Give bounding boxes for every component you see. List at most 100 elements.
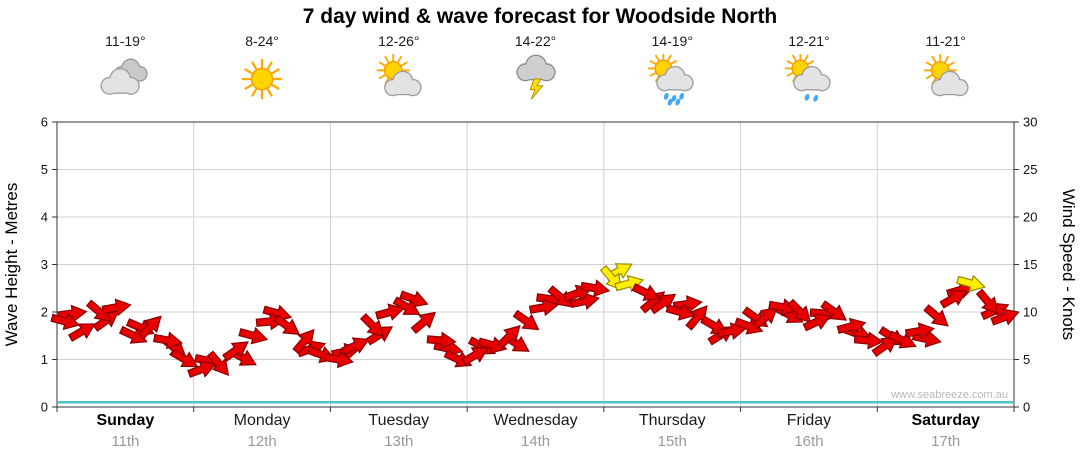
day-temp-range: 14-22°: [514, 33, 557, 49]
weather-icon-box: [467, 54, 604, 106]
wind-arrow: [118, 325, 148, 344]
svg-text:0: 0: [1023, 400, 1030, 415]
day-name: Monday: [233, 412, 291, 429]
wind-arrow: [836, 317, 867, 336]
wind-arrow: [787, 298, 812, 323]
wind-arrow-series: [50, 263, 1020, 378]
wind-arrow: [341, 337, 370, 356]
day-label-column: Saturday 17th: [877, 412, 1014, 450]
wind-arrow: [768, 298, 799, 317]
wind-arrow: [477, 336, 508, 354]
wind-arrow: [871, 336, 899, 358]
day-name: Sunday: [96, 412, 155, 429]
wind-arrow: [206, 350, 230, 376]
day-labels-row: Sunday 11th Monday 12th Tuesday 13th Wednesday…: [57, 412, 1014, 450]
right-axis-title: Wind Speed - Knots: [1059, 189, 1078, 340]
svg-text:4: 4: [41, 210, 48, 225]
wind-arrow: [752, 307, 778, 330]
svg-text:5: 5: [41, 162, 48, 177]
wind-arrow: [67, 323, 96, 342]
day-date: 14th: [520, 433, 551, 450]
svg-text:20: 20: [1023, 210, 1037, 225]
wind-arrow: [685, 305, 708, 331]
wind-arrow: [153, 331, 184, 350]
wind-arrow: [375, 303, 405, 321]
day-label-column: Wednesday 14th: [467, 412, 604, 450]
wind-arrow: [50, 312, 81, 331]
wind-arrow: [273, 314, 301, 336]
wind-arrow: [733, 317, 764, 335]
weather-icon-box: [57, 54, 194, 106]
day-temp-range: 11-19°: [105, 33, 146, 49]
day-temp-range: 8-24°: [245, 33, 279, 49]
svg-text:6: 6: [41, 115, 48, 130]
day-temp-range: 12-21°: [788, 33, 830, 49]
left-axis-title: Wave Height - Metres: [2, 183, 21, 347]
wind-arrow: [410, 311, 437, 335]
wind-arrow: [137, 315, 162, 340]
day-name: Saturday: [911, 412, 980, 429]
weather-icon-sun-cloud: [923, 53, 969, 97]
day-name: Wednesday: [493, 412, 578, 429]
day-name: Friday: [786, 412, 832, 429]
wind-arrow: [426, 331, 457, 350]
day-forecast-column: 11-19°: [57, 33, 194, 106]
wind-arrow: [975, 288, 999, 315]
day-label-column: Friday 16th: [741, 412, 878, 450]
wind-arrow: [222, 341, 249, 362]
wind-arrow: [238, 326, 269, 345]
svg-text:2: 2: [41, 305, 48, 320]
day-temp-range: 11-21°: [925, 33, 966, 49]
day-forecast-column: 14-22°: [467, 33, 604, 106]
day-label-column: Monday 12th: [194, 412, 331, 450]
wind-arrow: [631, 283, 661, 301]
wind-arrow: [802, 313, 832, 332]
wind-arrow: [187, 360, 217, 378]
day-temp-range: 14-19°: [651, 33, 693, 49]
weather-icon-sun-cloud-drizzle: [784, 52, 831, 102]
wind-arrow: [665, 303, 696, 321]
weather-icon-box: [741, 52, 878, 106]
weather-icon-sunny: [241, 58, 283, 100]
wind-arrow: [990, 308, 1020, 326]
wind-arrow: [923, 304, 949, 327]
wind-arrow: [853, 331, 884, 350]
svg-text:1: 1: [41, 352, 48, 367]
wind-arrow: [820, 300, 848, 321]
day-temp-range: 12-26°: [378, 33, 420, 49]
weather-icon-sun-cloud-showers: [647, 52, 694, 106]
svg-text:3: 3: [41, 257, 48, 272]
wind-arrow: [512, 309, 540, 331]
day-date: 15th: [657, 433, 687, 450]
day-label-column: Tuesday 13th: [330, 412, 467, 450]
wind-arrow: [496, 325, 521, 350]
svg-text:5: 5: [1023, 352, 1030, 367]
wind-arrow: [323, 350, 354, 369]
wind-arrow: [956, 274, 986, 293]
wind-arrow: [716, 322, 747, 341]
weather-icon-box: [877, 53, 1014, 106]
svg-text:25: 25: [1023, 162, 1037, 177]
weather-icon-box: [604, 52, 741, 106]
day-forecast-column: 14-19°: [604, 33, 741, 106]
wind-arrow: [399, 290, 429, 308]
wind-arrow: [461, 347, 489, 366]
day-forecast-column: 8-24°: [194, 33, 331, 106]
weather-icon-cloudy: [100, 58, 149, 95]
day-label-column: Sunday 11th: [57, 412, 194, 450]
page-title: 7 day wind & wave forecast for Woodside …: [302, 5, 778, 28]
wind-arrow: [392, 296, 421, 315]
wind-arrow: [904, 322, 935, 341]
day-forecast-column: 11-21°: [877, 33, 1014, 106]
day-date: 13th: [384, 433, 414, 450]
wind-arrow: [580, 279, 611, 298]
svg-text:15: 15: [1023, 257, 1037, 272]
svg-text:30: 30: [1023, 115, 1037, 130]
watermark: www.seabreeze.com.au: [890, 389, 1008, 401]
wind-arrow: [939, 290, 968, 309]
weather-icon-storm: [515, 54, 556, 100]
day-name: Thursday: [638, 412, 706, 429]
day-forecast-column: 12-21°: [741, 33, 878, 106]
